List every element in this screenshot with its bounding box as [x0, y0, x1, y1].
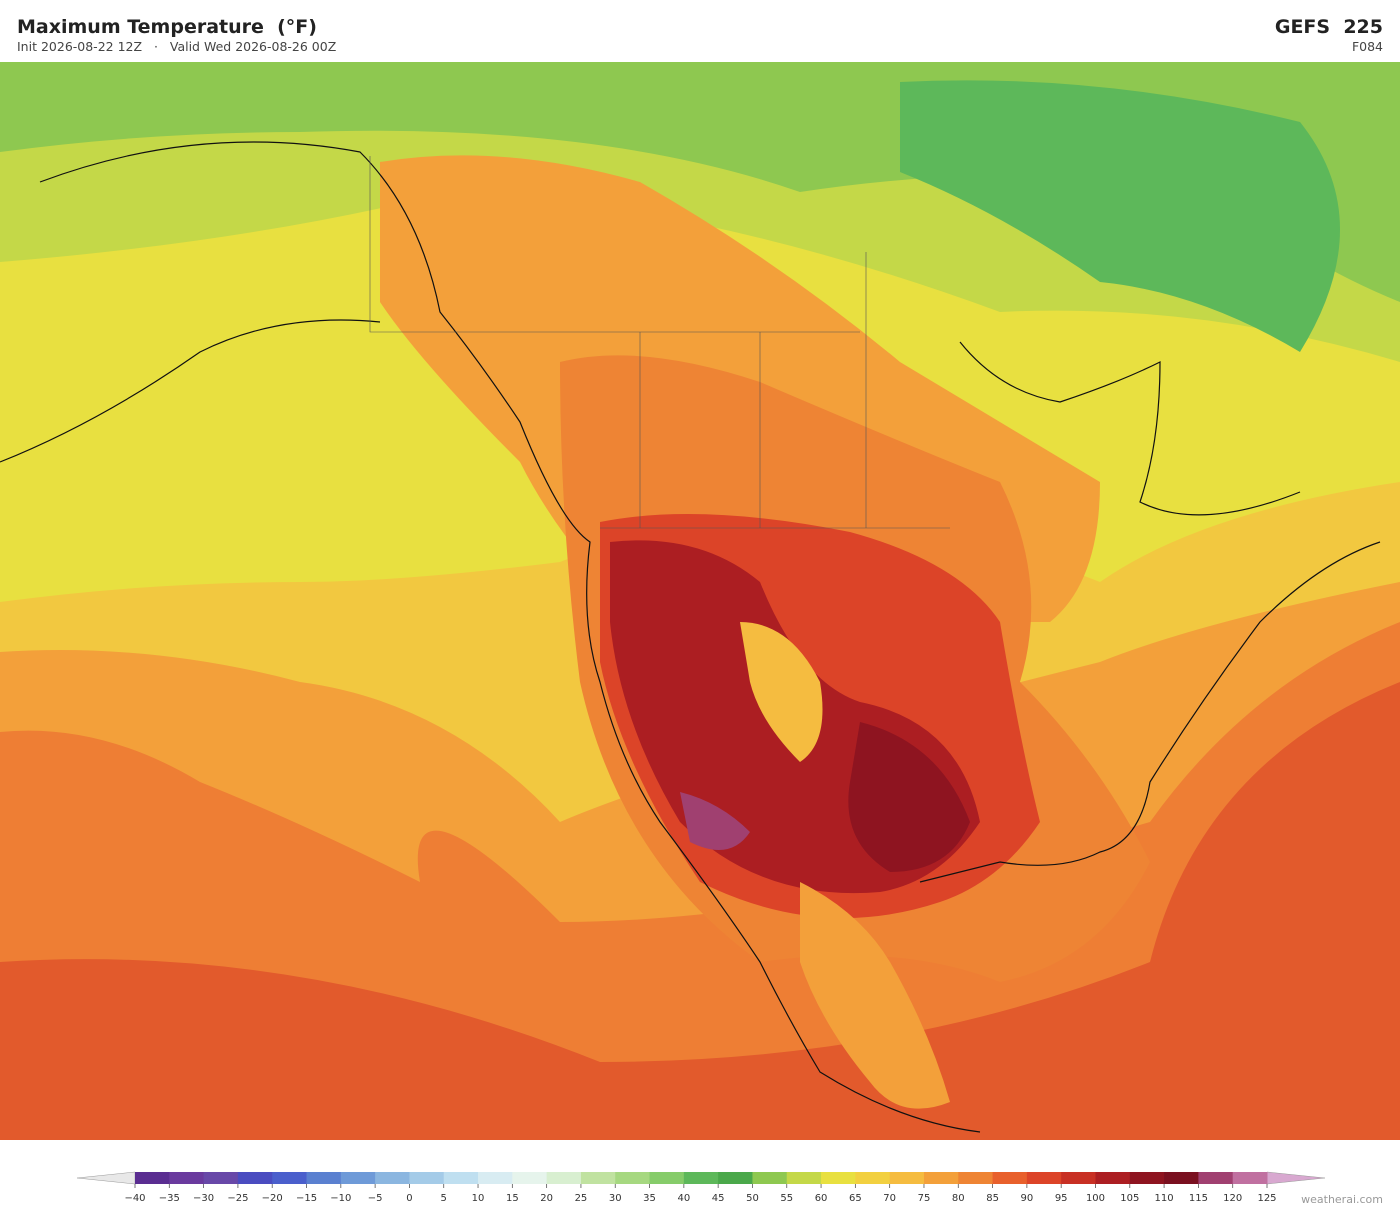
land-100 — [848, 722, 970, 872]
colorbar-bin — [786, 1172, 822, 1184]
tick-label: 45 — [712, 1193, 725, 1204]
colorbar-under — [76, 1171, 136, 1185]
tick-label: 70 — [883, 1193, 896, 1204]
tick-label: 85 — [986, 1193, 999, 1204]
colorbar-bin — [923, 1172, 959, 1184]
forecast-hour: F084 — [1351, 39, 1383, 54]
coastlines — [0, 141, 1381, 1133]
tick-label: −40 — [124, 1193, 145, 1204]
colorbar-bin — [546, 1172, 582, 1184]
init-time: Init 2026-08-22 12Z — [17, 39, 143, 54]
tick-label: 105 — [1120, 1193, 1139, 1204]
colorbar-bin — [135, 1172, 170, 1184]
zone-40 — [900, 80, 1340, 352]
colorbar-bin — [855, 1172, 891, 1184]
tick-label: 25 — [575, 1193, 588, 1204]
tick-label: 120 — [1223, 1193, 1242, 1204]
tick-label: 55 — [780, 1193, 793, 1204]
model: GEFS 225 — [1274, 16, 1383, 38]
tick-label: 35 — [643, 1193, 656, 1204]
colorbar-bin — [1129, 1172, 1165, 1184]
tick-label: 60 — [815, 1193, 828, 1204]
tick-label: 65 — [849, 1193, 862, 1204]
tick-label: 75 — [918, 1193, 931, 1204]
tick-label: −30 — [193, 1193, 214, 1204]
tick-label: 20 — [540, 1193, 553, 1204]
map — [0, 62, 1400, 1140]
colorbar-over — [1266, 1171, 1326, 1185]
colorbar-bin — [889, 1172, 925, 1184]
tick-label: 30 — [609, 1193, 622, 1204]
colorbar-bin — [409, 1172, 445, 1184]
colorbar-bin — [992, 1172, 1028, 1184]
colorbar-bins: −40 −35 −30 −25 −20 −15 −10 −5 0 5 10 15 20 25 30 35 40 4… — [124, 1172, 1277, 1204]
tick-label: 125 — [1257, 1193, 1276, 1204]
colorbar: −40 −35 −30 −25 −20 −15 −10 −5 0 5 10 15 20 25 30 35 40 4… — [76, 1171, 1326, 1204]
tick-label: 100 — [1086, 1193, 1105, 1204]
tick-label: 15 — [506, 1193, 519, 1204]
colorbar-bin — [718, 1172, 753, 1184]
colorbar-bin — [649, 1172, 685, 1184]
separator: · — [142, 39, 170, 54]
tick-label: −35 — [159, 1193, 180, 1204]
colorbar-bin — [1232, 1172, 1268, 1184]
tick-label: 50 — [746, 1193, 759, 1204]
subtitle: Init 2026-08-22 12Z · Valid Wed 2026-08-… — [17, 39, 336, 54]
title: Maximum Temperature (°F) — [17, 16, 317, 38]
colorbar-bin — [1061, 1172, 1096, 1184]
colorbar-bin — [1164, 1172, 1199, 1184]
land-115 — [680, 792, 750, 850]
colorbar-bin — [443, 1172, 479, 1184]
tick-label: 110 — [1155, 1193, 1174, 1204]
tick-label: 90 — [1021, 1193, 1034, 1204]
tick-label: 80 — [952, 1193, 965, 1204]
tick-label: 95 — [1055, 1193, 1068, 1204]
colorbar-bin — [1095, 1172, 1131, 1184]
tick-label: −15 — [296, 1193, 317, 1204]
colorbar-bin — [375, 1172, 410, 1184]
tick-label: 10 — [472, 1193, 485, 1204]
colorbar-bin — [306, 1172, 342, 1184]
colorbar-bin — [1198, 1172, 1234, 1184]
colorbar-bin — [203, 1172, 239, 1184]
colorbar-bin — [169, 1172, 205, 1184]
colorbar-bin — [1026, 1172, 1062, 1184]
tick-label: −20 — [262, 1193, 283, 1204]
colorbar-bin — [683, 1172, 719, 1184]
colorbar-bin — [752, 1172, 788, 1184]
borders — [369, 156, 950, 529]
colorbar-bin — [958, 1172, 994, 1184]
tick-label: −10 — [330, 1193, 351, 1204]
colorbar-bin — [512, 1172, 548, 1184]
tick-label: −5 — [368, 1193, 383, 1204]
colorbar-bin — [340, 1172, 376, 1184]
mountain-cool — [740, 622, 823, 762]
tick-label: 5 — [441, 1193, 447, 1204]
colorbar-bin — [237, 1172, 273, 1184]
credit: weatherai.com — [1301, 1193, 1383, 1206]
valid-time: Valid Wed 2026-08-26 00Z — [169, 39, 337, 54]
mexico-plateau — [800, 882, 950, 1109]
tick-label: −25 — [227, 1193, 248, 1204]
tick-label: 115 — [1189, 1193, 1208, 1204]
colorbar-bin — [615, 1172, 651, 1184]
colorbar-bin — [272, 1172, 308, 1184]
tick-label: 40 — [677, 1193, 690, 1204]
tick-label: 0 — [406, 1193, 412, 1204]
colorbar-bin — [478, 1172, 513, 1184]
colorbar-bin — [821, 1172, 856, 1184]
colorbar-bin — [580, 1172, 616, 1184]
